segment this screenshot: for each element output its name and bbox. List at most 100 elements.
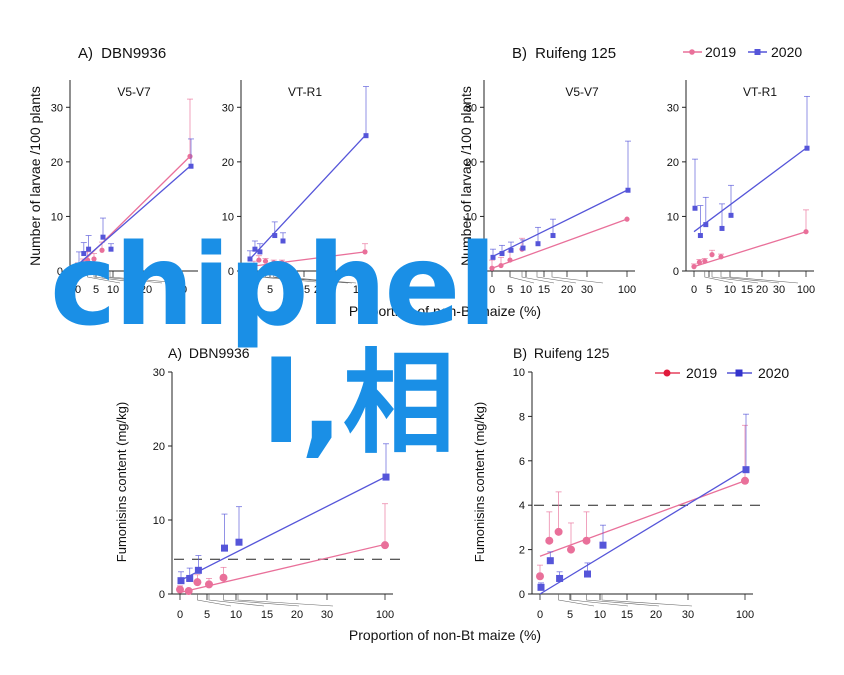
point-2019: [498, 262, 504, 269]
point-2019: [741, 476, 749, 485]
point-2019: [582, 536, 591, 545]
x-tick-label: 20: [650, 609, 662, 621]
point-2020: [584, 570, 591, 578]
fit-line-2020: [539, 469, 746, 595]
bottom-B-y-axis-label: Fumonisins content (mg/kg): [472, 402, 487, 562]
fit-line-2020: [179, 476, 386, 582]
x-tick-label: 100: [618, 284, 636, 296]
y-tick-label: 10: [465, 211, 477, 223]
x-scale-guide: [521, 271, 555, 284]
legend-2019-marker: [689, 49, 695, 55]
point-2019: [803, 229, 809, 235]
point-2020: [76, 263, 82, 269]
subplot-title: V5-V7: [565, 85, 599, 99]
bottom-legend: 2019 2020: [655, 365, 789, 381]
x-tick-label: 20: [140, 284, 152, 296]
point-2020: [252, 246, 258, 252]
point-2019: [279, 260, 285, 266]
point-2020: [81, 251, 87, 257]
x-tick-label: 10: [230, 609, 242, 621]
x-scale-guide: [711, 271, 759, 284]
point-2019: [187, 153, 193, 159]
point-2020: [499, 251, 505, 257]
x-scale-guide: [601, 594, 693, 607]
x-scale-guide: [93, 271, 142, 284]
y-tick-label: 30: [51, 102, 63, 114]
x-tick-label: 15: [621, 609, 633, 621]
overlay-text-line-1: chiphel: [50, 221, 497, 351]
point-2020: [728, 212, 734, 218]
top-x-axis-label: Proportion of non-Bt maize (%): [349, 303, 541, 319]
x-scale-guide: [720, 271, 780, 284]
y-tick-label: 30: [153, 367, 165, 379]
legend-2019-label: 2019: [705, 44, 736, 60]
point-2020: [86, 246, 92, 252]
legend-2020-marker: [754, 49, 761, 55]
x-scale-guide: [586, 594, 660, 607]
point-2019: [554, 527, 563, 536]
bottom-B-heading: B) Ruifeng 125: [513, 345, 610, 361]
y-tick-label: 0: [228, 266, 234, 278]
x-tick-label: 0: [177, 609, 183, 621]
x-scale-guide: [536, 271, 577, 284]
legend-bottom-2019-label: 2019: [686, 365, 717, 381]
top-A-y-axis-label: Number of larvae /100 plants: [27, 86, 43, 266]
fit-line-2019: [693, 231, 807, 268]
panel-B-heading: B) Ruifeng 125: [512, 45, 616, 62]
point-2019: [205, 580, 213, 589]
x-scale-guide: [237, 594, 334, 607]
point-2020: [194, 566, 202, 574]
overlay-text-line-2: l,相: [262, 339, 455, 469]
fit-line-2019: [179, 543, 386, 594]
panel-A-heading: A) DBN9936: [78, 45, 166, 62]
point-2019: [567, 545, 575, 554]
point-2019: [489, 265, 495, 271]
point-2020: [177, 577, 185, 585]
point-2019: [718, 254, 724, 260]
point-2020: [272, 233, 278, 239]
x-scale-guide: [281, 271, 357, 284]
x-scale-guide: [109, 271, 183, 284]
y-tick-label: 0: [673, 266, 679, 278]
point-2020: [703, 222, 709, 228]
fit-line-2019: [539, 480, 746, 557]
y-tick-label: 10: [153, 515, 165, 527]
top-legend: 2019 2020: [683, 44, 802, 60]
x-tick-label: 5: [507, 284, 513, 296]
point-2020: [382, 473, 390, 481]
point-2020: [599, 541, 607, 549]
x-tick-label: 0: [489, 284, 495, 296]
x-tick-label: 10: [724, 284, 736, 296]
point-2020: [550, 233, 556, 239]
subplot-title: VT-R1: [743, 85, 777, 99]
point-2019: [271, 260, 277, 266]
x-scale-guide: [223, 594, 300, 607]
x-tick-label: 100: [736, 609, 754, 621]
point-2019: [702, 258, 708, 264]
top-B-y-axis-label: Number of larvae /100 plants: [458, 86, 474, 266]
y-tick-label: 8: [519, 411, 525, 423]
y-tick-label: 0: [519, 589, 525, 601]
point-2019: [624, 216, 630, 222]
x-scale-guide: [258, 271, 329, 284]
fit-line-2020: [491, 189, 628, 258]
x-tick-label: 10: [594, 609, 606, 621]
y-tick-label: 0: [159, 589, 165, 601]
point-2019: [507, 257, 513, 263]
x-scale-guide: [87, 271, 121, 284]
x-tick-label: 15: [124, 284, 136, 296]
plot-top-A-VTR1: 0 10 20 30 5 15 20 100 VT-R1: [222, 80, 373, 296]
x-scale-guide: [208, 594, 265, 607]
fit-line-2019: [248, 251, 366, 268]
legend-bottom-2019-marker: [663, 369, 671, 377]
point-2019: [256, 257, 262, 263]
legend-bottom-2020-marker: [735, 369, 743, 377]
x-tick-label: 5: [567, 609, 573, 621]
x-tick-label: 30: [773, 284, 785, 296]
point-2019: [536, 572, 544, 581]
y-tick-label: 2: [519, 545, 525, 557]
point-2019: [696, 259, 703, 265]
